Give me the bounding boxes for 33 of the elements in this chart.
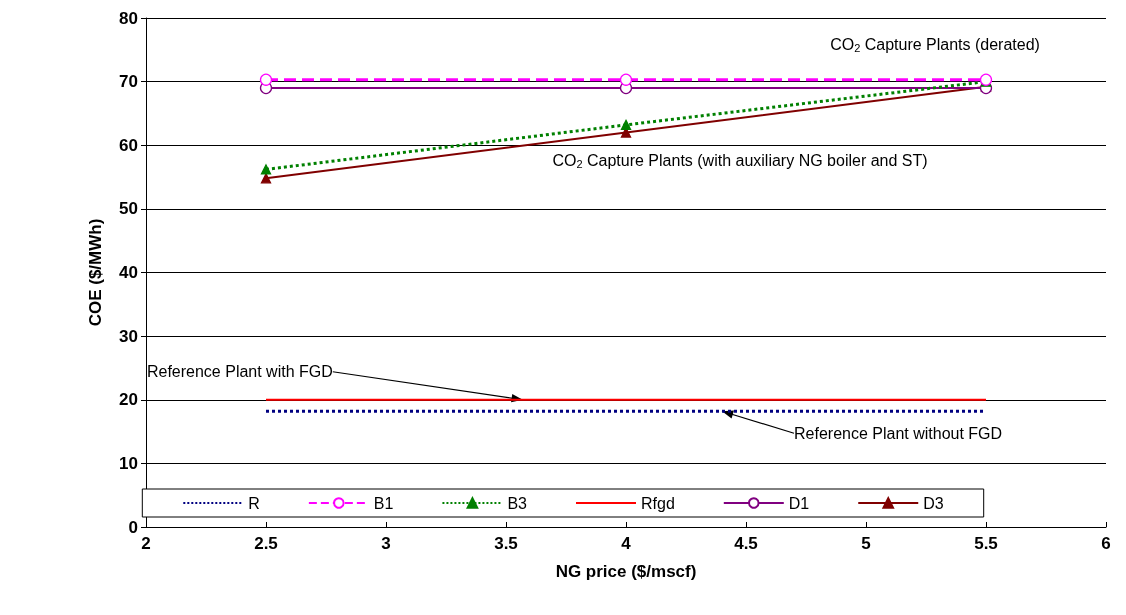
legend-label: D3: [923, 494, 944, 512]
y-tick-label: 0: [128, 517, 138, 537]
y-tick-label: 50: [119, 199, 138, 219]
legend-label: B3: [507, 494, 528, 512]
y-tick-label: 30: [119, 326, 138, 346]
x-axis-title: NG price ($/mscf): [555, 562, 697, 581]
x-tick-label: 6: [1101, 534, 1111, 553]
point: [260, 164, 272, 175]
y-tick-label: 60: [119, 135, 138, 155]
x-tick-label: 2.5: [254, 534, 278, 553]
x-tick-label: 2: [141, 534, 151, 553]
y-tick-label: 20: [119, 390, 138, 410]
y-tick-label: 70: [119, 72, 138, 92]
y-tick-label: 10: [119, 453, 138, 473]
legend-label: B1: [373, 494, 394, 512]
y-tick-label: 80: [119, 8, 138, 28]
annotation: Reference Plant without FGD: [794, 424, 1003, 442]
legend-label: Rfgd: [641, 494, 675, 512]
point: [259, 73, 273, 86]
x-tick-label: 5.5: [974, 534, 998, 553]
x-tick-label: 5: [861, 534, 871, 553]
annotation: Reference Plant with FGD: [146, 363, 333, 381]
point: [260, 173, 272, 184]
y-axis-title: COE ($/MWh): [86, 218, 105, 327]
y-tick-label: 40: [119, 263, 138, 282]
x-tick-label: 4: [621, 534, 632, 553]
legend-label: R: [248, 494, 260, 512]
point: [620, 119, 632, 131]
x-tick-label: 3.5: [494, 534, 518, 553]
point: [619, 73, 633, 86]
x-tick-label: 4.5: [734, 534, 758, 553]
x-tick-label: 3: [381, 534, 391, 553]
legend-label: D1: [788, 494, 810, 512]
